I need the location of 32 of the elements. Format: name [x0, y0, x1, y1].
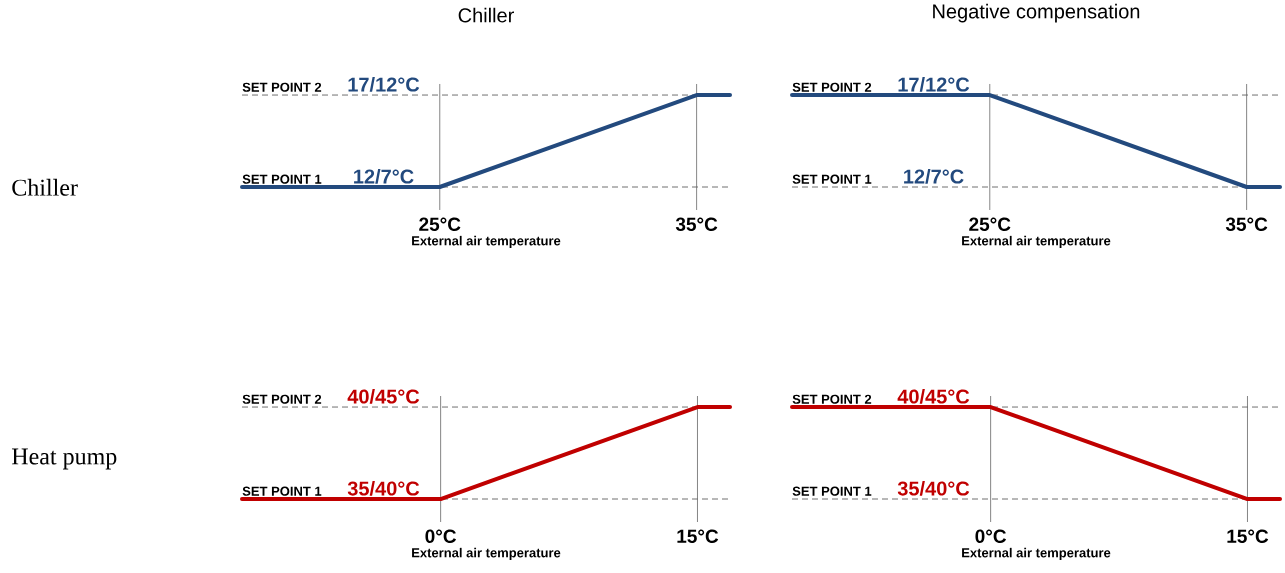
x-tick-label: 0°C	[975, 529, 1007, 543]
annotation: 17/12°C	[348, 76, 420, 92]
annotation: 12/7°C	[904, 168, 964, 184]
x-tick-label: 0°C	[425, 529, 457, 543]
ref-line-label: SET POINT 1	[242, 486, 322, 496]
annotation: 35/40°C	[347, 480, 420, 496]
ref-line-label: SET POINT 2	[792, 82, 872, 92]
x-axis-title: External air temperature	[412, 547, 561, 560]
x-axis-title: External air temperature	[962, 235, 1111, 248]
x-axis-title: External air temperature	[412, 235, 561, 248]
ref-line-label: SET POINT 1	[792, 486, 872, 496]
x-tick-label: 15°C	[1227, 529, 1269, 543]
ref-line-label: SET POINT 2	[792, 394, 872, 404]
annotation: 12/7°C	[354, 168, 414, 184]
ref-line-label: SET POINT 2	[242, 82, 322, 92]
ref-line-label: SET POINT 1	[242, 174, 322, 184]
y-axis-title: Chiller	[12, 178, 78, 196]
annotation: 40/45°C	[347, 388, 420, 404]
chart-title: Chiller	[458, 7, 514, 23]
y-axis-title: Heat pump	[11, 448, 117, 470]
annotation: 17/12°C	[898, 76, 970, 92]
annotation: 40/45°C	[897, 388, 970, 404]
chart-title: Negative compensation	[933, 3, 1140, 23]
x-tick-label: 25°C	[419, 217, 461, 231]
x-tick-label: 25°C	[969, 217, 1011, 231]
ref-line-label: SET POINT 2	[242, 394, 322, 404]
annotation: 35/40°C	[897, 480, 970, 496]
x-axis-title: External air temperature	[962, 547, 1111, 560]
x-tick-label: 35°C	[675, 217, 718, 232]
x-tick-label: 35°C	[1225, 217, 1268, 232]
x-tick-label: 15°C	[677, 529, 719, 543]
ref-line-label: SET POINT 1	[792, 174, 872, 184]
